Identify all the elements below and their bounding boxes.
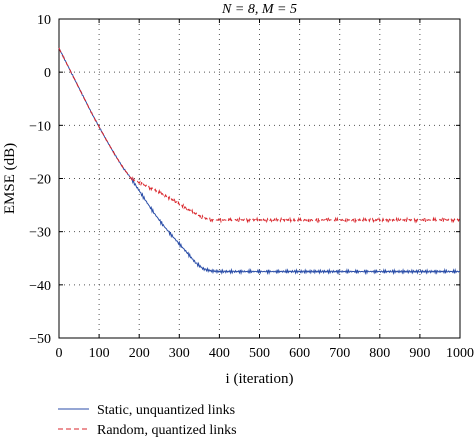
series-line-2: [58, 47, 461, 224]
ticks: 0 100 200 300 400 500 600 700 800 900 1000100−10−2…: [29, 13, 474, 361]
y-tick-label: −40: [29, 279, 51, 294]
x-tick-label: 900: [409, 346, 430, 361]
x-tick-label: 0: [56, 346, 63, 361]
x-axis-title: i (iteration): [226, 371, 294, 387]
chart-title: N = 8, M = 5: [221, 2, 297, 17]
legend: Static, unquantized links Random, quantiz…: [58, 403, 237, 437]
y-tick-label: 10: [37, 13, 51, 28]
x-tick-label: 200: [129, 346, 150, 361]
legend-label-1: Static, unquantized links: [97, 403, 235, 418]
x-tick-label: 400: [209, 346, 230, 361]
x-tick-label: 500: [249, 346, 270, 361]
x-tick-label: 1000: [446, 346, 474, 361]
legend-label-2: Random, quantized links: [97, 423, 237, 437]
series: [58, 47, 461, 276]
y-tick-label: −10: [29, 119, 51, 134]
y-tick-label: −50: [29, 332, 51, 347]
x-tick-label: 100: [89, 346, 110, 361]
x-tick-label: 300: [169, 346, 190, 361]
y-tick-label: −20: [29, 173, 51, 188]
y-tick-label: 0: [44, 66, 51, 81]
x-tick-label: 600: [289, 346, 310, 361]
y-axis-title: EMSE (dB): [2, 143, 18, 214]
x-tick-label: 700: [329, 346, 350, 361]
x-tick-label: 800: [369, 346, 390, 361]
grid: [59, 19, 460, 338]
y-tick-label: −30: [29, 226, 51, 241]
